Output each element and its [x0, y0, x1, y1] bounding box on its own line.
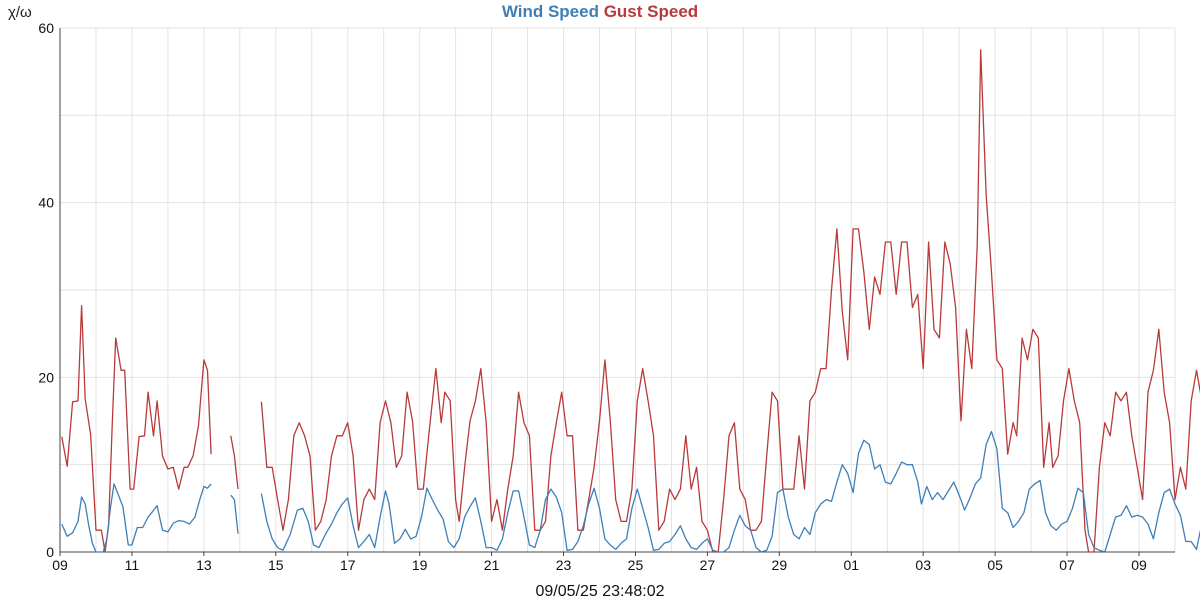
x-tick-label: 09 — [52, 557, 68, 573]
x-tick-label: 25 — [628, 557, 644, 573]
x-tick-label: 05 — [987, 557, 1003, 573]
x-tick-label: 09 — [1131, 557, 1147, 573]
gust-speed-line — [61, 305, 212, 553]
x-tick-label: 19 — [412, 557, 428, 573]
wind-speed-line — [230, 494, 239, 534]
y-tick-label: 20 — [38, 369, 54, 385]
x-tick-label: 23 — [556, 557, 572, 573]
gust-speed-line — [260, 49, 1200, 553]
y-tick-label: 40 — [38, 195, 54, 211]
legend-gust-speed: Gust Speed — [603, 2, 699, 21]
x-tick-label: 01 — [843, 557, 859, 573]
wind-speed-line — [260, 430, 1200, 553]
x-tick-label: 17 — [340, 557, 356, 573]
timestamp-footer: 09/05/25 23:48:02 — [535, 583, 665, 600]
x-tick-label: 07 — [1059, 557, 1075, 573]
x-tick-label: 15 — [268, 557, 284, 573]
y-tick-label: 0 — [46, 544, 54, 560]
wind-speed-line — [61, 483, 212, 553]
x-tick-label: 11 — [125, 557, 140, 573]
y-axis-label: χ/ω — [8, 4, 32, 21]
x-tick-label: 21 — [484, 557, 500, 573]
gust-speed-line — [230, 435, 239, 490]
legend-wind-speed: Wind Speed — [501, 2, 599, 21]
x-tick-label: 27 — [700, 557, 716, 573]
x-tick-label: 13 — [196, 557, 212, 573]
y-tick-label: 60 — [38, 20, 54, 36]
x-tick-label: 03 — [915, 557, 931, 573]
x-tick-label: 29 — [772, 557, 788, 573]
chart-title: Wind Speed Gust Speed — [0, 2, 1200, 22]
